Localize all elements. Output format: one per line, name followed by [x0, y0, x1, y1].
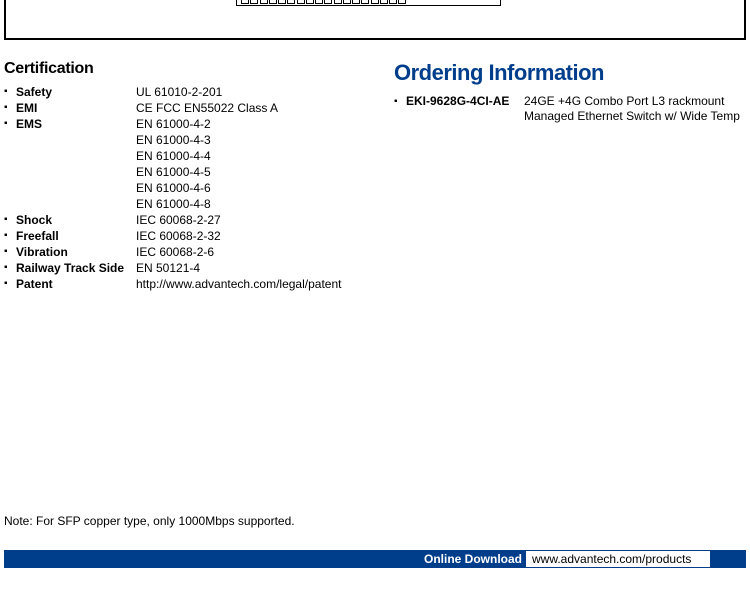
- spec-value: EN 50121-4: [136, 260, 384, 276]
- order-label: EKI-9628G-4CI-AE: [400, 94, 524, 109]
- spec-value: CE FCC EN55022 Class A: [136, 100, 384, 116]
- footer-url[interactable]: www.advantech.com/products: [526, 551, 710, 567]
- certification-item: ▪ShockIEC 60068-2-27: [4, 212, 384, 228]
- certification-item: ▪FreefallIEC 60068-2-32: [4, 228, 384, 244]
- spec-label: Shock: [10, 212, 136, 228]
- spec-value: UL 61010-2-201: [136, 84, 384, 100]
- spec-label: Freefall: [10, 228, 136, 244]
- certification-list: ▪SafetyUL 61010-2-201▪EMICE FCC EN55022 …: [4, 84, 384, 292]
- spec-value: EN 61000-4-2EN 61000-4-3EN 61000-4-4EN 6…: [136, 116, 384, 212]
- spec-label: Vibration: [10, 244, 136, 260]
- certification-heading: Certification: [4, 60, 384, 78]
- ordering-item: ▪EKI-9628G-4CI-AE24GE +4G Combo Port L3 …: [394, 94, 746, 124]
- spec-label: Railway Track Side: [10, 260, 136, 276]
- spec-value: IEC 60068-2-32: [136, 228, 384, 244]
- spec-value: IEC 60068-2-6: [136, 244, 384, 260]
- spec-label: Patent: [10, 276, 136, 292]
- certification-item: ▪Railway Track SideEN 50121-4: [4, 260, 384, 276]
- device-side-marker: [508, 0, 523, 6]
- order-value: 24GE +4G Combo Port L3 rackmount Managed…: [524, 94, 746, 124]
- spec-label: EMS: [10, 116, 136, 132]
- footnote: Note: For SFP copper type, only 1000Mbps…: [4, 514, 295, 528]
- ordering-heading: Ordering Information: [394, 60, 746, 86]
- ordering-list: ▪EKI-9628G-4CI-AE24GE +4G Combo Port L3 …: [394, 94, 746, 124]
- device-diagram-frame: [4, 0, 746, 40]
- spec-value: http://www.advantech.com/legal/patent: [136, 276, 384, 292]
- device-port-panel: [236, 0, 501, 6]
- spec-label: Safety: [10, 84, 136, 100]
- certification-item: ▪EMICE FCC EN55022 Class A: [4, 100, 384, 116]
- ordering-section: Ordering Information ▪EKI-9628G-4CI-AE24…: [394, 60, 746, 292]
- footer-bar: Online Download www.advantech.com/produc…: [4, 550, 746, 568]
- certification-item: ▪VibrationIEC 60068-2-6: [4, 244, 384, 260]
- certification-item: ▪SafetyUL 61010-2-201: [4, 84, 384, 100]
- certification-item: ▪EMSEN 61000-4-2EN 61000-4-3EN 61000-4-4…: [4, 116, 384, 212]
- certification-item: ▪Patenthttp://www.advantech.com/legal/pa…: [4, 276, 384, 292]
- certification-section: Certification ▪SafetyUL 61010-2-201▪EMIC…: [4, 60, 384, 292]
- footer-label: Online Download: [424, 552, 522, 566]
- spec-value: IEC 60068-2-27: [136, 212, 384, 228]
- spec-label: EMI: [10, 100, 136, 116]
- main-content: Certification ▪SafetyUL 61010-2-201▪EMIC…: [0, 40, 750, 292]
